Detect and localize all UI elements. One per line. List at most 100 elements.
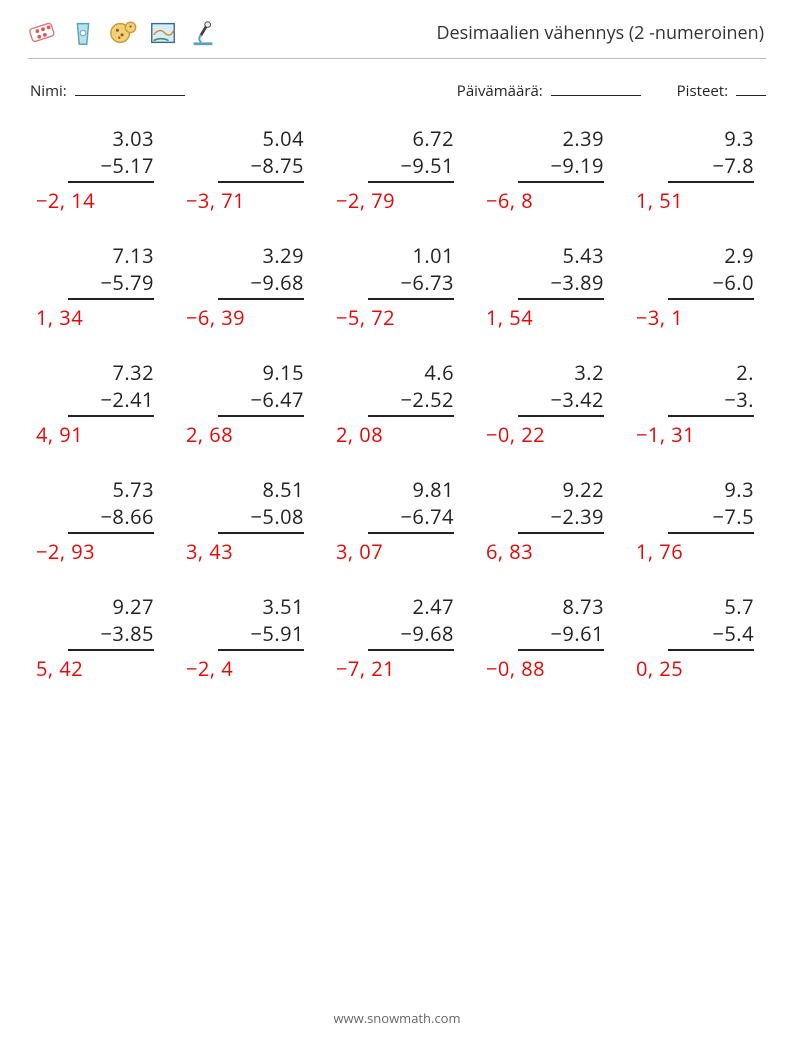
problem: 3.51−5.91 −2, 4 [186, 593, 336, 682]
name-field: Nimi: [30, 81, 185, 101]
date-blank[interactable] [551, 82, 641, 96]
subtrahend: −9.68 [218, 269, 304, 300]
problem: 1.01−6.73−5, 72 [336, 242, 486, 331]
meta-row: Nimi: Päivämäärä: Pisteet: [28, 81, 766, 101]
minuend: 2.9 [668, 242, 754, 269]
subtrahend: −7.8 [668, 152, 754, 183]
minuend: 9.3 [668, 125, 754, 152]
problem: 2.47−9.68 −7, 21 [336, 593, 486, 682]
answer: −2, 4 [186, 655, 336, 682]
subtrahend: −3.89 [518, 269, 604, 300]
date-field: Päivämäärä: [457, 81, 641, 101]
answer: 1, 54 [486, 304, 636, 331]
minuend: 7.13 [68, 242, 154, 269]
problems-grid: 3.03−5.17 −2, 14 5.04−8.75 −3, 71 6.72−9.51 −… [28, 125, 766, 682]
subtrahend: −6.74 [368, 503, 454, 534]
answer: −3, 1 [636, 304, 786, 331]
answer: −7, 21 [336, 655, 486, 682]
name-blank[interactable] [75, 82, 185, 96]
problem: 8.73−9.61−0, 88 [486, 593, 636, 682]
minuend: 5.04 [218, 125, 304, 152]
subtrahend: −2.52 [368, 386, 454, 417]
subtrahend: −6.0 [668, 269, 754, 300]
minuend: 2.47 [368, 593, 454, 620]
answer: 2, 68 [186, 421, 336, 448]
problem: 9.3−7.8 1, 51 [636, 125, 786, 214]
problem: 6.72−9.51 −2, 79 [336, 125, 486, 214]
score-label: Pisteet: [677, 81, 728, 101]
icon-row [28, 18, 218, 48]
worksheet-title: Desimaalien vähennys (2 -numeroinen) [437, 21, 767, 45]
answer: −5, 72 [336, 304, 486, 331]
minuend: 2.39 [518, 125, 604, 152]
minuend: 3.2 [518, 359, 604, 386]
minuend: 9.81 [368, 476, 454, 503]
answer: −3, 71 [186, 187, 336, 214]
problem: 7.13−5.791, 34 [36, 242, 186, 331]
subtrahend: −5.17 [68, 152, 154, 183]
problem: 5.7−5.4 0, 25 [636, 593, 786, 682]
minuend: 8.73 [518, 593, 604, 620]
answer: −2, 14 [36, 187, 186, 214]
problem: 5.73−8.66−2, 93 [36, 476, 186, 565]
header: Desimaalien vähennys (2 -numeroinen) [28, 18, 766, 59]
pills-icon [28, 18, 58, 48]
problem: 3.29−9.68 −6, 39 [186, 242, 336, 331]
cookie-icon [108, 18, 138, 48]
minuend: 3.29 [218, 242, 304, 269]
subtrahend: −6.73 [368, 269, 454, 300]
subtrahend: −7.5 [668, 503, 754, 534]
problem: 5.04−8.75 −3, 71 [186, 125, 336, 214]
subtrahend: −5.4 [668, 620, 754, 651]
name-label: Nimi: [30, 81, 67, 101]
answer: −6, 8 [486, 187, 636, 214]
answer: −2, 93 [36, 538, 186, 565]
subtrahend: −5.79 [68, 269, 154, 300]
subtrahend: −8.75 [218, 152, 304, 183]
answer: −2, 79 [336, 187, 486, 214]
problem: 4.6−2.52 2, 08 [336, 359, 486, 448]
subtrahend: −5.08 [218, 503, 304, 534]
minuend: 6.72 [368, 125, 454, 152]
answer: 1, 51 [636, 187, 786, 214]
problem: 2.−3.−1, 31 [636, 359, 786, 448]
answer: 2, 08 [336, 421, 486, 448]
subtrahend: −9.51 [368, 152, 454, 183]
problem: 9.27−3.855, 42 [36, 593, 186, 682]
problem: 8.51−5.083, 43 [186, 476, 336, 565]
microscope-icon [188, 18, 218, 48]
score-field: Pisteet: [677, 81, 766, 101]
sharpener-icon [68, 18, 98, 48]
problem: 7.32−2.41 4, 91 [36, 359, 186, 448]
minuend: 9.22 [518, 476, 604, 503]
answer: 1, 76 [636, 538, 786, 565]
minuend: 3.51 [218, 593, 304, 620]
answer: −6, 39 [186, 304, 336, 331]
worksheet-page: Desimaalien vähennys (2 -numeroinen) Nim… [0, 0, 794, 1053]
subtrahend: −3.85 [68, 620, 154, 651]
subtrahend: −3. [668, 386, 754, 417]
score-blank[interactable] [736, 82, 766, 96]
minuend: 3.03 [68, 125, 154, 152]
subtrahend: −5.91 [218, 620, 304, 651]
answer: 4, 91 [36, 421, 186, 448]
answer: 0, 25 [636, 655, 786, 682]
problem: 3.2−3.42−0, 22 [486, 359, 636, 448]
minuend: 8.51 [218, 476, 304, 503]
minuend: 5.43 [518, 242, 604, 269]
problem: 9.81−6.743, 07 [336, 476, 486, 565]
problem: 5.43−3.89 1, 54 [486, 242, 636, 331]
answer: −1, 31 [636, 421, 786, 448]
answer: 6, 83 [486, 538, 636, 565]
minuend: 4.6 [368, 359, 454, 386]
minuend: 9.3 [668, 476, 754, 503]
minuend: 7.32 [68, 359, 154, 386]
subtrahend: −9.68 [368, 620, 454, 651]
problem: 2.9−6.0 −3, 1 [636, 242, 786, 331]
minuend: 5.7 [668, 593, 754, 620]
answer: 5, 42 [36, 655, 186, 682]
problem: 9.22−2.396, 83 [486, 476, 636, 565]
subtrahend: −2.41 [68, 386, 154, 417]
date-label: Päivämäärä: [457, 81, 543, 101]
map-icon [148, 18, 178, 48]
